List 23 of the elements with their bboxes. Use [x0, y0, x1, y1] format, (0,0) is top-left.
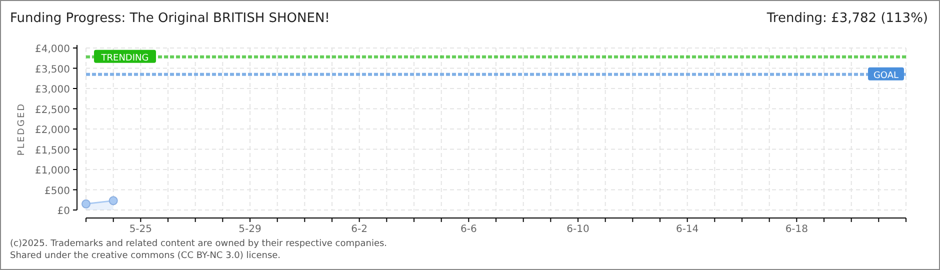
- ref-line-label: GOAL: [873, 70, 899, 81]
- ref-line-label: TRENDING: [100, 53, 149, 64]
- x-tick-label: 6-6: [460, 224, 477, 235]
- y-tick-label: £3,000: [35, 84, 70, 96]
- text: Shared under the creative commons (CC BY-NC 3.0) license.: [10, 251, 281, 261]
- x-tick-label: 6-18: [785, 224, 808, 235]
- x-tick-label: 6-10: [566, 224, 590, 235]
- x-tick-label: 6-2: [351, 224, 368, 235]
- x-tick-label: 5-25: [129, 224, 152, 235]
- text: (c)2025. Trademarks and related content are owned by their respective companies.: [10, 239, 388, 249]
- y-tick-label: £500: [44, 186, 70, 197]
- y-tick-label: £1,500: [35, 145, 70, 156]
- chart-title: Funding Progress: The Original BRITISH SHONEN!: [10, 11, 330, 26]
- y-tick-label: £2,000: [35, 125, 70, 136]
- y-tick-label: £1,000: [35, 166, 70, 176]
- x-tick-label: 5-29: [238, 224, 262, 235]
- y-tick-label: £3,500: [35, 64, 70, 76]
- text: Trending: £3,782 (113%): [766, 11, 928, 26]
- x-tick-label: 6-14: [676, 224, 699, 235]
- y-axis-title: PLEDGED: [17, 102, 27, 156]
- y-tick-label: £4,000: [35, 44, 70, 55]
- y-tick-label: £2,500: [35, 104, 70, 116]
- y-tick-label: £0: [57, 206, 70, 217]
